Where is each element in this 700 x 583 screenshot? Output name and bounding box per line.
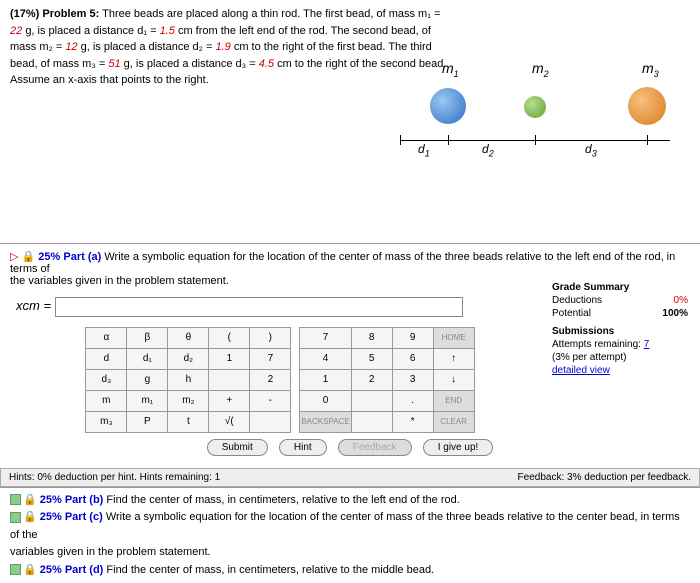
- sym-key[interactable]: d₃: [86, 369, 127, 390]
- hints-bar: Hints: 0% deduction per hint. Hints rema…: [0, 468, 700, 487]
- num-key[interactable]: HOME: [433, 327, 474, 348]
- status-icon: [10, 494, 21, 505]
- sym-key[interactable]: √(: [209, 411, 250, 432]
- sym-key[interactable]: 7: [250, 348, 291, 369]
- problem-title: (17%) Problem 5:: [10, 8, 99, 20]
- num-key[interactable]: END: [433, 390, 474, 411]
- sym-key[interactable]: m₁: [127, 390, 168, 411]
- giveup-button[interactable]: I give up!: [423, 439, 494, 456]
- lock-icon: 🔒: [23, 564, 37, 576]
- sym-key[interactable]: P: [127, 411, 168, 432]
- sym-key[interactable]: t: [168, 411, 209, 432]
- num-key[interactable]: 9: [392, 327, 433, 348]
- hint-button[interactable]: Hint: [279, 439, 327, 456]
- bead-1: [430, 88, 466, 124]
- sym-key[interactable]: α: [86, 327, 127, 348]
- sym-key[interactable]: ): [250, 327, 291, 348]
- sym-key[interactable]: [209, 369, 250, 390]
- sym-key[interactable]: g: [127, 369, 168, 390]
- sym-key[interactable]: 2: [250, 369, 291, 390]
- sym-key[interactable]: +: [209, 390, 250, 411]
- sym-key[interactable]: β: [127, 327, 168, 348]
- symbol-pad: αβθ() dd₁d₂17 d₃gh 2 mm₁m₂+- m₃Pt√(: [85, 327, 291, 433]
- bead-2: [524, 96, 546, 118]
- lock-icon: 🔒: [22, 251, 36, 263]
- sym-key[interactable]: h: [168, 369, 209, 390]
- lock-icon: 🔒: [23, 494, 37, 506]
- num-key[interactable]: ↑: [433, 348, 474, 369]
- num-key[interactable]: CLEAR: [433, 411, 474, 432]
- xcm-input[interactable]: [55, 297, 463, 317]
- num-key[interactable]: [351, 390, 392, 411]
- detailed-view-link[interactable]: detailed view: [552, 365, 610, 376]
- sym-key[interactable]: d: [86, 348, 127, 369]
- num-key[interactable]: 6: [392, 348, 433, 369]
- num-key[interactable]: 1: [300, 369, 351, 390]
- remaining-parts: 🔒 25% Part (b) Find the center of mass, …: [0, 487, 700, 583]
- status-icon: [10, 564, 21, 575]
- bead-3: [628, 87, 666, 125]
- sym-key[interactable]: θ: [168, 327, 209, 348]
- num-key[interactable]: *: [392, 411, 433, 432]
- num-key[interactable]: BACKSPACE: [300, 411, 351, 432]
- feedback-button[interactable]: Feedback: [338, 439, 412, 456]
- sym-key[interactable]: -: [250, 390, 291, 411]
- part-a: ▷ 🔒 25% Part (a) Write a symbolic equati…: [0, 243, 700, 468]
- lock-icon: 🔒: [23, 511, 37, 523]
- num-key[interactable]: 7: [300, 327, 351, 348]
- sym-key[interactable]: d₁: [127, 348, 168, 369]
- sym-key[interactable]: [250, 411, 291, 432]
- submit-button[interactable]: Submit: [207, 439, 268, 456]
- num-key[interactable]: 2: [351, 369, 392, 390]
- sym-key[interactable]: m₃: [86, 411, 127, 432]
- grade-summary: Grade Summary Deductions0% Potential100%…: [550, 281, 690, 377]
- num-key[interactable]: 5: [351, 348, 392, 369]
- sym-key[interactable]: d₂: [168, 348, 209, 369]
- keypad: αβθ()dd₁d₂17d₃gh2mm₁m₂+-m₃Pt√( 789HOME45…: [50, 327, 510, 433]
- num-key[interactable]: 8: [351, 327, 392, 348]
- sym-key[interactable]: (: [209, 327, 250, 348]
- num-key[interactable]: 3: [392, 369, 433, 390]
- sym-key[interactable]: m: [86, 390, 127, 411]
- num-key[interactable]: ↓: [433, 369, 474, 390]
- number-pad: 789HOME 456↑ 123↓ 0.END BACKSPACE *CLEAR: [299, 327, 474, 433]
- num-key[interactable]: .: [392, 390, 433, 411]
- num-key[interactable]: 4: [300, 348, 351, 369]
- beads-diagram: m1 m2 m3 d1 d2 d3: [400, 60, 680, 190]
- num-key[interactable]: [351, 411, 392, 432]
- status-icon: [10, 512, 21, 523]
- sym-key[interactable]: m₂: [168, 390, 209, 411]
- sym-key[interactable]: 1: [209, 348, 250, 369]
- play-icon: ▷: [10, 251, 18, 263]
- num-key[interactable]: 0: [300, 390, 351, 411]
